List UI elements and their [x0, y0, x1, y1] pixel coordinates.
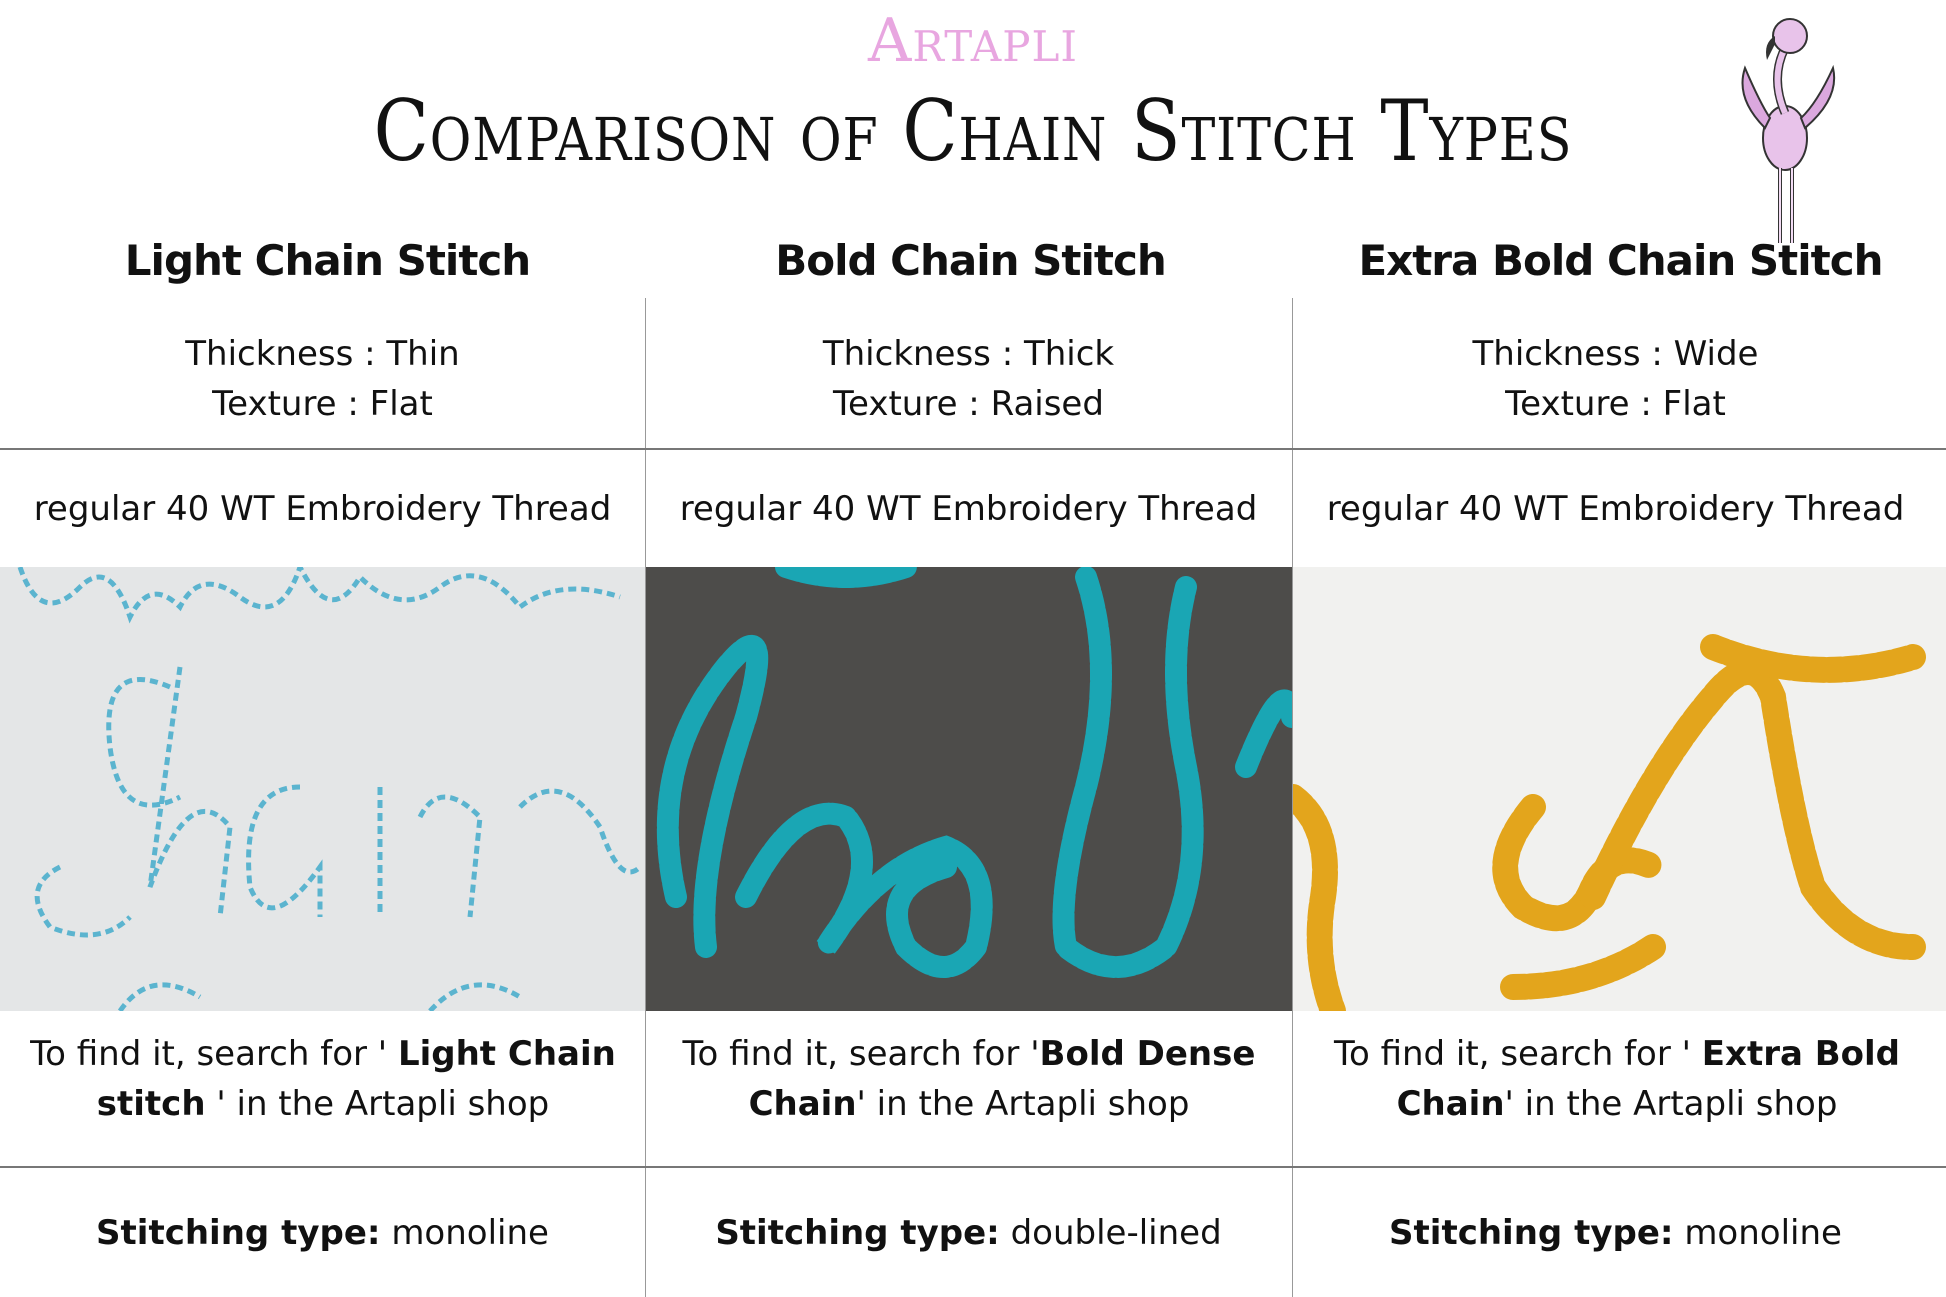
- stitching-type: Stitching type: monoline: [0, 1168, 645, 1297]
- texture-text: Texture : Flat: [212, 384, 433, 424]
- stitching-type-label: Stitching type:: [96, 1212, 381, 1253]
- stitching-type-label: Stitching type:: [1389, 1212, 1674, 1253]
- properties-cell: Thickness : Wide Texture : Flat: [1293, 310, 1938, 448]
- page-title: Comparison of Chain Stitch Types: [373, 82, 1573, 180]
- search-suffix: ' in the Artapli shop: [205, 1084, 550, 1124]
- search-prefix: To find it, search for ': [30, 1034, 398, 1074]
- stitching-type: Stitching type: double-lined: [646, 1168, 1291, 1297]
- search-prefix: To find it, search for ': [682, 1034, 1040, 1074]
- row-divider: [0, 448, 1946, 450]
- search-hint: To find it, search for ' Extra Bold Chai…: [1302, 1013, 1932, 1163]
- properties-cell: Thickness : Thick Texture : Raised: [646, 310, 1291, 448]
- search-term: Bold Dense Chain: [748, 1034, 1256, 1124]
- texture-text: Texture : Flat: [1505, 384, 1726, 424]
- column-divider: [645, 298, 646, 1297]
- column-header-bold: Bold Chain Stitch: [775, 236, 1167, 285]
- thickness-text: Thickness : Thick: [822, 334, 1115, 374]
- extra-bold-chain-stitch-photo: [1293, 567, 1946, 1011]
- texture-text: Texture : Raised: [833, 384, 1104, 424]
- flamingo-mascot-icon: [1741, 18, 1836, 243]
- thickness-text: Thickness : Wide: [1472, 334, 1759, 374]
- search-hint: To find it, search for ' Light Chain sti…: [8, 1013, 638, 1163]
- thickness-text: Thickness : Thin: [185, 334, 460, 374]
- thread-text: regular 40 WT Embroidery Thread: [1326, 488, 1905, 529]
- stitching-type: Stitching type: monoline: [1293, 1168, 1938, 1297]
- search-term: Extra Bold Chain: [1396, 1034, 1901, 1124]
- stitching-type-value: double-lined: [1010, 1212, 1222, 1253]
- properties-cell: Thickness : Thin Texture : Flat: [0, 310, 645, 448]
- stitching-type-value: monoline: [391, 1212, 549, 1253]
- light-chain-stitch-photo: [0, 567, 645, 1011]
- thread-text: regular 40 WT Embroidery Thread: [679, 488, 1258, 529]
- search-suffix: ' in the Artapli shop: [856, 1084, 1190, 1124]
- stitching-type-value: monoline: [1684, 1212, 1842, 1253]
- search-term: Light Chain stitch: [96, 1034, 616, 1124]
- column-header-light: Light Chain Stitch: [124, 236, 531, 285]
- bold-chain-stitch-photo: [646, 567, 1292, 1011]
- brand-logo: Artapli: [867, 6, 1078, 76]
- row-divider: [0, 1166, 1946, 1168]
- search-hint: To find it, search for 'Bold Dense Chain…: [656, 1013, 1282, 1163]
- search-suffix: ' in the Artapli shop: [1504, 1084, 1838, 1124]
- stitching-type-label: Stitching type:: [715, 1212, 1000, 1253]
- column-header-extra-bold: Extra Bold Chain Stitch: [1358, 236, 1883, 285]
- thread-text: regular 40 WT Embroidery Thread: [33, 488, 612, 529]
- search-prefix: To find it, search for ': [1333, 1034, 1702, 1074]
